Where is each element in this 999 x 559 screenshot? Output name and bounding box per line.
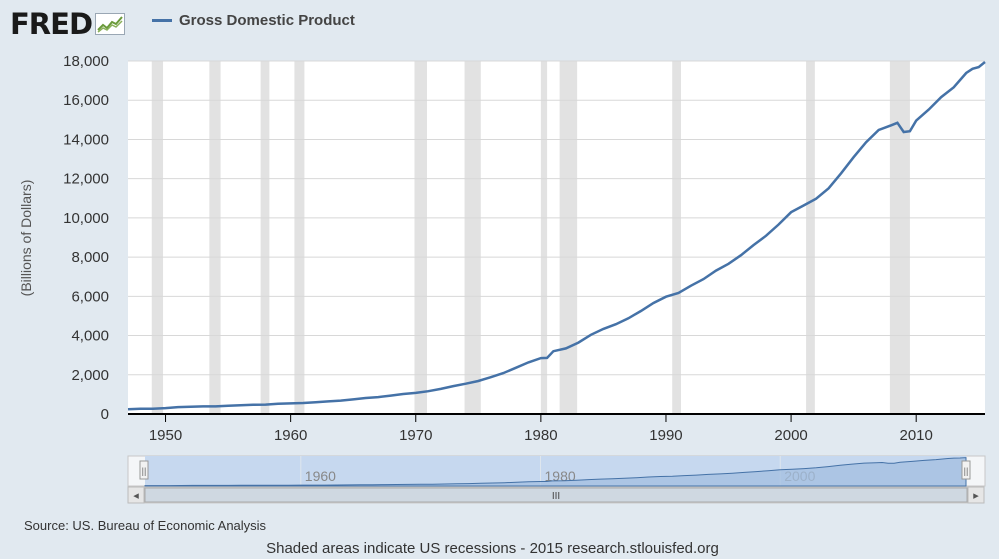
plot-area (128, 61, 985, 414)
y-tick-label: 8,000 (71, 249, 109, 266)
y-tick-label: 12,000 (63, 171, 109, 188)
y-tick-label: 2,000 (71, 367, 109, 384)
recession-band (560, 61, 578, 414)
scroll-right-arrow-icon: ▸ (973, 489, 979, 502)
x-tick-label: 1970 (399, 427, 432, 444)
left-handle-grip: || (142, 466, 147, 476)
y-tick-label: 16,000 (63, 92, 109, 109)
recession-band (415, 61, 428, 414)
y-tick-label: 4,000 (71, 328, 109, 345)
y-axis-label: (Billions of Dollars) (18, 180, 34, 297)
x-tick-label: 1980 (524, 427, 557, 444)
y-axis-tick-labels: 0 2,000 4,000 6,000 8,000 10,000 12,000 14,000 1… (63, 53, 109, 423)
recession-band (294, 61, 304, 414)
scrollbar-grip-icon: III (552, 491, 560, 502)
x-tick-label: 2000 (774, 427, 807, 444)
navigator-tick-label: 1960 (305, 468, 336, 484)
recession-band (890, 61, 910, 414)
y-tick-label: 6,000 (71, 288, 109, 305)
recession-band (672, 61, 681, 414)
source-note: Source: US. Bureau of Economic Analysis (24, 518, 266, 533)
y-tick-label: 10,000 (63, 210, 109, 227)
range-navigator[interactable]: 196019802000 || || (128, 456, 985, 486)
recession-band (465, 61, 481, 414)
y-tick-label: 0 (101, 406, 109, 423)
recession-band (806, 61, 815, 414)
recession-band (541, 61, 547, 414)
navigator-left-handle[interactable]: || (140, 461, 148, 479)
x-tick-label: 2010 (900, 427, 933, 444)
recession-band (152, 61, 163, 414)
recession-footer-note: Shaded areas indicate US recessions - 20… (0, 540, 985, 557)
range-scrollbar[interactable]: ◂ III ▸ (128, 487, 984, 503)
x-axis-tick-labels: 1950 1960 1970 1980 1990 2000 2010 (149, 414, 933, 444)
y-tick-label: 18,000 (63, 53, 109, 70)
recession-band (209, 61, 220, 414)
recession-band (261, 61, 270, 414)
right-handle-grip: || (964, 466, 969, 476)
x-tick-label: 1950 (149, 427, 182, 444)
plot-background (128, 61, 985, 414)
x-tick-label: 1990 (649, 427, 682, 444)
x-tick-label: 1960 (274, 427, 307, 444)
navigator-right-handle[interactable]: || (962, 461, 970, 479)
scroll-left-arrow-icon: ◂ (133, 489, 139, 502)
y-tick-label: 14,000 (63, 131, 109, 148)
gdp-chart: 0 2,000 4,000 6,000 8,000 10,000 12,000 14,000 1… (0, 0, 999, 515)
